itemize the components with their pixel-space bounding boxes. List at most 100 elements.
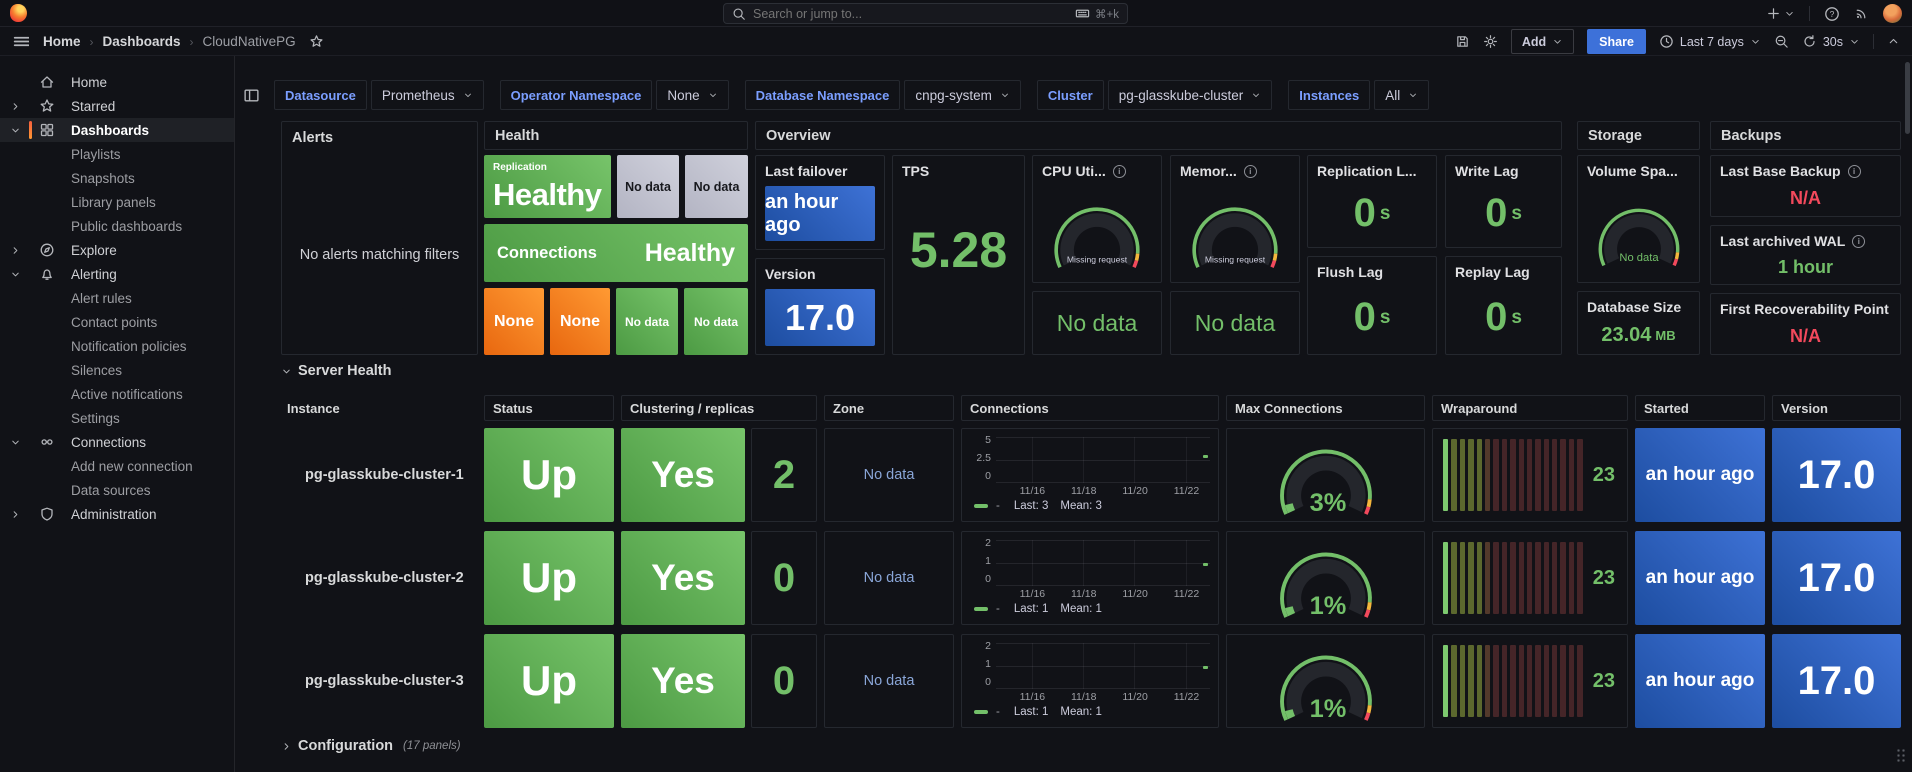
volume-space-gauge: No data — [1598, 208, 1679, 267]
sidebar-item-contact-points[interactable]: Contact points — [71, 314, 158, 330]
sidebar-item-starred[interactable]: Starred — [0, 94, 234, 118]
sidebar-item-notification-policies[interactable]: Notification policies — [71, 338, 187, 354]
share-button[interactable]: Share — [1587, 29, 1646, 54]
filter-operator-namespace-select[interactable]: None — [656, 80, 729, 110]
breadcrumb-current: CloudNativePG — [202, 34, 296, 49]
server-health-section-toggle[interactable]: Server Health — [281, 363, 1902, 379]
bell-icon — [39, 266, 55, 282]
search-input[interactable] — [753, 6, 1069, 21]
search-input-wrap[interactable]: ⌘+k — [723, 3, 1128, 24]
favorite-star-icon[interactable] — [309, 34, 324, 49]
chevron-down-icon — [283, 369, 290, 373]
help-button[interactable]: ? — [1824, 6, 1840, 22]
new-button[interactable] — [1766, 6, 1795, 21]
sidebar-item-settings[interactable]: Settings — [71, 410, 120, 426]
sidebar-item-playlists[interactable]: Playlists — [71, 146, 121, 162]
health-none-tile: None — [484, 288, 544, 355]
overview-nodata-panel: No data — [1170, 291, 1300, 355]
panel-title-overview[interactable]: Overview — [755, 121, 1562, 150]
news-button[interactable] — [1854, 6, 1869, 21]
alerts-panel: Alerts No alerts matching filters — [281, 121, 478, 355]
panel-title-storage[interactable]: Storage — [1577, 121, 1700, 150]
search-icon — [733, 8, 745, 20]
collapse-toolbar-button[interactable] — [1887, 35, 1900, 48]
sidebar-item-connections[interactable]: Connections — [0, 430, 234, 454]
svg-text:Missing request: Missing request — [1205, 255, 1266, 265]
breadcrumb-home[interactable]: Home — [43, 34, 81, 49]
tps-value: 5.28 — [909, 222, 1008, 278]
filter-datasource-select[interactable]: Prometheus — [370, 80, 484, 110]
wraparound-value: 23 — [1592, 669, 1615, 692]
chevron-down-icon — [1253, 93, 1260, 97]
dashboards-grid-icon — [39, 122, 55, 138]
first-recoverability-stat: First Recoverability Point N/A — [1710, 293, 1901, 355]
chevron-down-icon — [10, 269, 22, 280]
info-icon[interactable]: i — [1847, 164, 1861, 178]
clock-icon — [1660, 35, 1673, 48]
info-icon[interactable]: i — [1852, 234, 1866, 248]
add-button[interactable]: Add — [1510, 29, 1575, 54]
column-header-zone: Zone — [824, 395, 954, 421]
configuration-section-toggle[interactable]: Configuration (17 panels) — [281, 738, 1902, 754]
connections-link-icon — [39, 434, 55, 450]
sidebar-item-data-sources[interactable]: Data sources — [71, 482, 151, 498]
mega-menu-toggle[interactable] — [12, 33, 29, 50]
sidebar-item-explore[interactable]: Explore — [0, 238, 234, 262]
zoom-out-time-button[interactable] — [1774, 34, 1789, 49]
sparkline-plot — [996, 643, 1210, 689]
chevron-down-icon — [1410, 93, 1417, 97]
sidebar-item-home[interactable]: Home — [0, 70, 234, 94]
sidebar-item-library-panels[interactable]: Library panels — [71, 194, 156, 210]
grafana-logo-icon[interactable] — [10, 4, 27, 22]
resize-handle-icon[interactable] — [1896, 748, 1906, 764]
dock-menu-icon[interactable] — [243, 87, 260, 104]
sidebar-item-alerting[interactable]: Alerting — [0, 262, 234, 286]
health-none-tile: None — [550, 288, 610, 355]
home-icon — [39, 74, 55, 90]
volume-space-gauge-panel: Volume Spa... No data — [1577, 155, 1700, 283]
sparkline-plot — [996, 437, 1210, 483]
instance-name: pg-glasskube-cluster-1 — [305, 467, 464, 483]
filter-label-operator-namespace: Operator Namespace — [499, 80, 653, 110]
clustering-tile: Yes — [621, 428, 745, 522]
chevron-down-icon — [1786, 12, 1793, 16]
info-icon[interactable]: i — [1243, 164, 1257, 178]
last-failover-stat: Last failover an hour ago — [755, 155, 885, 250]
svg-text:3%: 3% — [1309, 489, 1346, 517]
sidebar-item-public-dashboards[interactable]: Public dashboards — [71, 218, 183, 234]
breadcrumb-separator: › — [189, 34, 194, 49]
breadcrumb-dashboards[interactable]: Dashboards — [102, 34, 181, 49]
sidebar-item-dashboards[interactable]: Dashboards — [0, 118, 234, 142]
panel-title-alerts[interactable]: Alerts — [292, 130, 334, 146]
info-icon[interactable]: i — [1112, 164, 1126, 178]
dashboard-settings-button[interactable] — [1483, 34, 1498, 49]
sidebar-item-silences[interactable]: Silences — [71, 362, 123, 378]
filter-cluster-select[interactable]: pg-glasskube-cluster — [1107, 80, 1273, 110]
started-tile: an hour ago — [1635, 428, 1765, 522]
star-icon — [39, 98, 55, 114]
sidebar-item-add-new-connection[interactable]: Add new connection — [71, 458, 193, 474]
scrollbar-thumb[interactable] — [1905, 62, 1910, 134]
user-avatar[interactable] — [1883, 4, 1902, 23]
breadcrumb-separator: › — [89, 34, 94, 49]
backups-panel: Backups Last Base Backup i N/A Last archi… — [1710, 121, 1901, 355]
cpu-gauge: Missing request — [1054, 207, 1140, 269]
sidebar-item-alert-rules[interactable]: Alert rules — [71, 290, 132, 306]
filter-database-namespace-select[interactable]: cnpg-system — [904, 80, 1021, 110]
chevron-down-icon — [1752, 40, 1759, 44]
sidebar-item-administration[interactable]: Administration — [0, 502, 234, 526]
sidebar-item-active-notifications[interactable]: Active notifications — [71, 386, 183, 402]
sidebar-item-snapshots[interactable]: Snapshots — [71, 170, 135, 186]
dashboard-toolbar: Home › Dashboards › CloudNativePG Add Sh… — [0, 28, 1912, 56]
filter-instances-select[interactable]: All — [1374, 80, 1430, 110]
refresh-picker[interactable]: 30s — [1802, 29, 1860, 54]
panel-title-backups[interactable]: Backups — [1710, 121, 1901, 150]
health-nodata-green-tile: No data — [616, 288, 678, 355]
clustering-tile: Yes — [621, 634, 745, 728]
save-dashboard-button[interactable] — [1455, 34, 1470, 49]
panel-title-health[interactable]: Health — [484, 121, 748, 150]
storage-panel: Storage Volume Spa... No data — [1577, 121, 1700, 355]
time-range-picker[interactable]: Last 7 days — [1659, 29, 1761, 54]
instance-name: pg-glasskube-cluster-2 — [305, 570, 464, 586]
